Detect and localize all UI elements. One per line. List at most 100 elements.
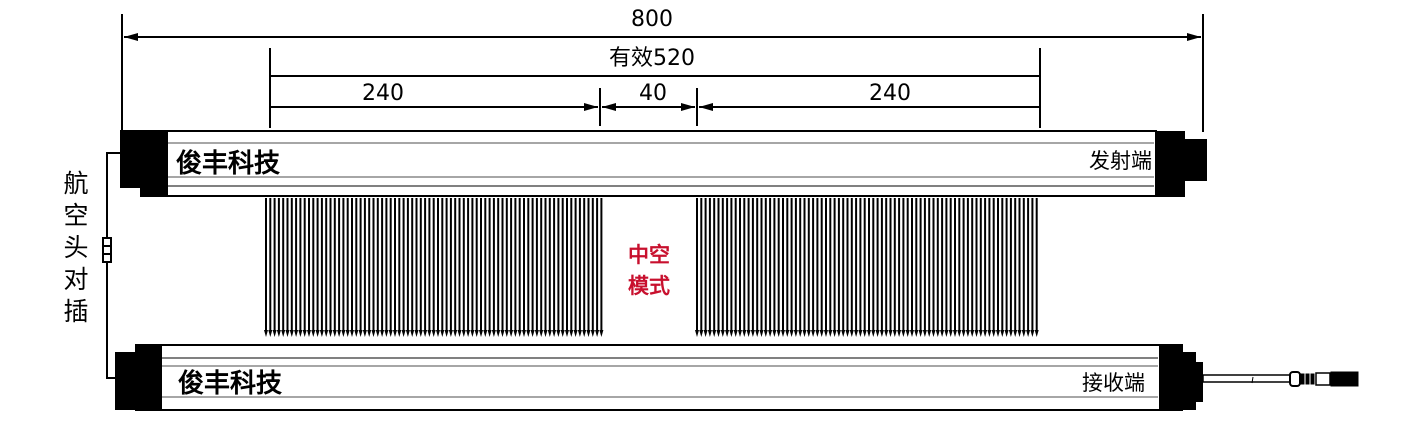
dimension-effective-label: 有效520 [609,46,695,71]
light-beam-arrowhead [811,330,816,337]
light-beam-arrowhead [307,330,311,337]
light-beam-arrowhead [539,330,544,337]
light-beam-arrowhead [272,330,277,337]
light-beam-arrowhead [1034,330,1039,337]
light-beam-arrowhead [854,330,859,337]
light-beam-arrowhead [565,330,569,337]
light-beam-arrowhead [337,330,342,337]
emitter-brand: 俊丰科技 [176,148,280,179]
light-beam-arrowhead [397,330,402,337]
light-beam-arrowhead [845,330,850,337]
light-beam-arrowhead [703,330,708,337]
light-beam-arrowhead [1000,330,1005,337]
light-beam-arrowhead [560,330,565,337]
connector-label-char: 插 [63,297,88,326]
light-beam-arrowhead [530,330,535,337]
light-beam-arrowhead [414,330,419,337]
light-beam-arrowhead [742,330,747,337]
light-beam-arrowhead [367,330,372,337]
light-beam-arrowhead [483,330,488,337]
light-beam-arrowhead [927,330,932,337]
light-beam-arrowhead [910,330,914,337]
light-beam-arrowhead [289,330,294,337]
light-beam-arrowhead [311,330,316,337]
light-beam-arrowhead [345,330,350,337]
light-beam-arrowhead [509,330,514,337]
light-beam-arrowhead [746,330,751,337]
light-beam-arrowhead [750,330,755,337]
light-beam-arrowhead [573,330,578,337]
light-beam-arrowhead [776,330,781,337]
light-beam-arrowhead [793,330,798,337]
light-beam-arrowhead [362,330,367,337]
light-beam-arrowhead [884,330,889,337]
light-beam-arrowhead [918,330,923,337]
receiver-brand: 俊丰科技 [178,368,282,399]
light-beam-arrowhead [789,330,794,337]
light-beam-arrowhead [922,330,927,337]
light-beam-arrowhead [388,330,393,337]
light-beam-arrowhead [828,330,833,337]
light-beam-arrowhead [781,330,785,337]
light-beam-arrowhead [405,330,410,337]
light-beam-arrowhead [914,330,919,337]
light-beam-arrowhead [315,330,320,337]
light-beam-arrowhead [350,330,354,337]
light-beam-arrowhead [712,330,717,337]
dimension-gap-label: 40 [639,81,667,106]
light-beam-arrowhead [543,330,548,337]
light-beam-arrowhead [393,330,397,337]
light-beam-arrowhead [806,330,811,337]
light-beam-arrowhead [755,330,760,337]
light-beam-arrowhead [453,330,458,337]
light-beam-arrowhead [957,330,962,337]
light-beam-arrowhead [328,330,333,337]
light-beam-arrowhead [294,330,299,337]
light-beam-arrowhead [474,330,479,337]
light-beam-arrowhead [716,330,721,337]
light-beam-arrowhead [768,330,773,337]
light-beam-arrowhead [595,330,600,337]
mode-label-line1: 中空 [628,243,670,267]
light-beam-arrowhead [534,330,539,337]
light-beam-arrowhead [547,330,552,337]
light-beam-arrowhead [590,330,595,337]
light-beam-arrowhead [875,330,880,337]
light-beam-arrowhead [961,330,966,337]
light-beam-arrowhead [725,330,730,337]
light-beam-arrowhead [729,330,734,337]
dimension-total [121,14,1204,132]
light-beam-arrowhead [371,330,376,337]
light-beam-arrowhead [892,330,897,337]
light-beam-arrowhead [436,330,440,337]
light-beam-arrowhead [862,330,867,337]
light-beam-arrowhead [479,330,483,337]
emitter-label: 发射端 [1089,149,1152,173]
dimension-segments [270,88,1040,126]
light-beam-arrowhead [375,330,380,337]
light-beam-arrowhead [948,330,953,337]
light-beam-arrowhead [298,330,303,337]
light-beam-arrowhead [582,330,587,337]
light-beam-arrowhead [526,330,531,337]
light-beam-arrowhead [931,330,936,337]
light-beam-arrowhead [332,330,337,337]
light-beam-arrowhead [470,330,475,337]
light-beam-arrowhead [974,330,979,337]
receiver-bar [115,344,1203,411]
light-beam-arrowhead [354,330,359,337]
light-beam-arrowhead [871,330,876,337]
light-beam-arrowhead [849,330,854,337]
receiver-label: 接收端 [1082,371,1145,395]
light-beam-arrowhead [940,330,945,337]
light-beam-arrowhead [599,330,604,337]
light-beam-arrowhead [504,330,509,337]
light-beam-arrowhead [759,330,764,337]
light-beam-arrowhead [858,330,863,337]
light-beam-arrowhead [522,330,526,337]
light-beam-arrowhead [1008,330,1013,337]
light-beam-arrowhead [707,330,712,337]
light-beam-arrowhead [987,330,992,337]
light-beam-arrowhead [785,330,790,337]
